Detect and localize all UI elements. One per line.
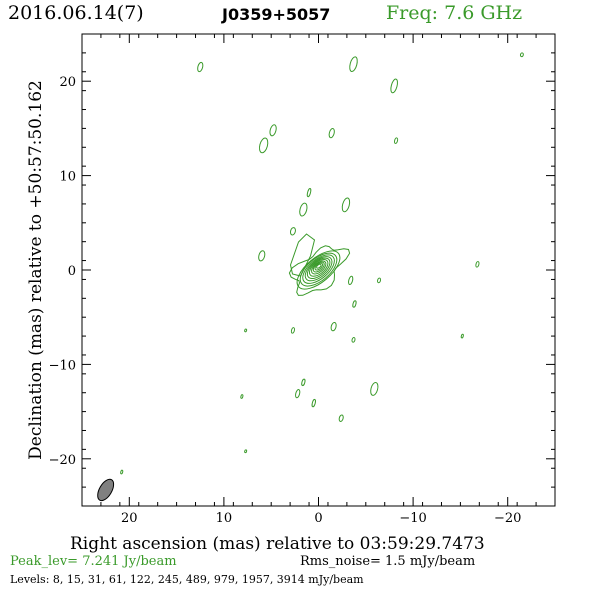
observation-date: 2016.06.14(7) [8, 2, 144, 24]
y-tick-label: −10 [49, 358, 76, 373]
x-tick-label: −20 [494, 511, 521, 526]
frequency-label: Freq: 7.6 GHz [386, 2, 523, 24]
y-axis-label-wrap: Declination (mas) relative to +50:57:50.… [24, 60, 48, 480]
extended-emission-contour [289, 233, 316, 277]
rms-noise: Rms_noise= 1.5 mJy/beam [300, 554, 476, 569]
noise-contour [240, 394, 244, 399]
noise-contour [311, 398, 316, 408]
contour-levels: Levels: 8, 15, 31, 61, 122, 245, 489, 97… [10, 573, 364, 586]
noise-contour [348, 275, 354, 286]
x-tick-label: 20 [121, 511, 138, 526]
noise-contour [299, 202, 308, 217]
noise-contour [349, 56, 358, 73]
y-axis-label: Declination (mas) relative to +50:57:50.… [26, 80, 46, 460]
noise-contour [351, 337, 356, 343]
core-outer-contour [288, 245, 351, 296]
noise-contour [475, 261, 480, 268]
noise-contour [460, 333, 464, 339]
noise-contour [197, 61, 204, 73]
x-tick-label: −10 [399, 511, 426, 526]
noise-contour [377, 277, 382, 284]
noise-contour [301, 378, 306, 387]
y-tick-label: −20 [49, 453, 76, 468]
noise-contour [519, 52, 524, 58]
source-name: J0359+5057 [222, 5, 331, 24]
noise-contour [352, 300, 357, 308]
noise-contour [244, 328, 248, 333]
x-tick-label: 0 [314, 511, 322, 526]
noise-contour [258, 137, 269, 154]
noise-contours [120, 52, 524, 475]
core-contour [308, 259, 329, 277]
noise-contour [290, 327, 296, 334]
noise-contour [330, 321, 337, 332]
beam-shape [97, 478, 115, 502]
core-contours [288, 233, 351, 296]
noise-contour [306, 187, 312, 198]
noise-contour [341, 197, 351, 213]
noise-contour [338, 414, 344, 422]
core-contour [302, 254, 335, 284]
noise-contour [390, 78, 398, 94]
noise-contour [244, 449, 248, 454]
noise-contour [269, 124, 277, 137]
noise-contour [295, 389, 301, 399]
noise-contour [370, 382, 379, 396]
core-contour [299, 252, 338, 287]
core-contour [311, 260, 327, 275]
y-tick-label: 10 [59, 170, 76, 185]
y-tick-label: 0 [68, 264, 76, 279]
axis-ticks: 20 10 0 −10 −20 20 10 0 −10 −20 [49, 33, 556, 526]
beam-ellipse [97, 478, 115, 502]
noise-contour [120, 469, 124, 475]
core-contour [312, 261, 325, 273]
noise-contour [328, 128, 335, 139]
noise-contour [394, 137, 399, 144]
noise-contour [258, 250, 266, 262]
x-axis-label: Right ascension (mas) relative to 03:59:… [70, 534, 485, 554]
y-tick-label: 20 [59, 75, 76, 90]
core-contour [316, 263, 322, 269]
core-contour [314, 262, 324, 271]
noise-contour [289, 227, 296, 236]
peak-level: Peak_lev= 7.241 Jy/beam [10, 554, 177, 569]
x-tick-label: 10 [216, 511, 233, 526]
core-contour [306, 257, 331, 280]
core-contour [304, 256, 333, 282]
